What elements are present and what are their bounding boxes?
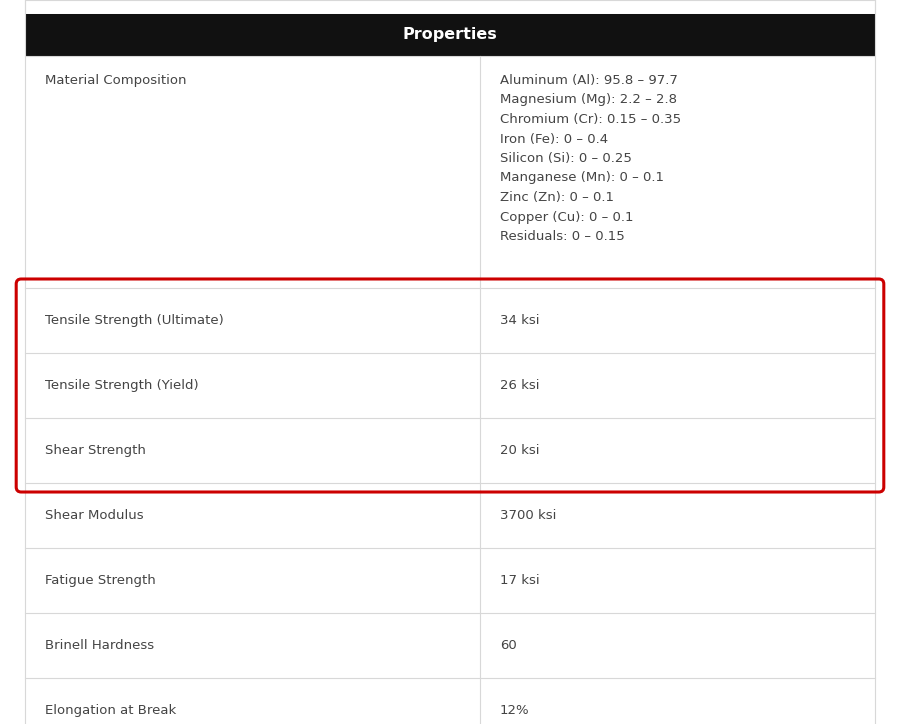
Bar <box>25 548 875 613</box>
Bar <box>25 613 875 678</box>
Text: Fatigue Strength: Fatigue Strength <box>45 574 156 587</box>
Text: Elongation at Break: Elongation at Break <box>45 704 176 717</box>
Text: Tensile Strength (Yield): Tensile Strength (Yield) <box>45 379 199 392</box>
Bar <box>25 353 875 418</box>
Text: Tensile Strength (Ultimate): Tensile Strength (Ultimate) <box>45 314 224 327</box>
Bar <box>25 678 875 724</box>
Text: 26 ksi: 26 ksi <box>500 379 539 392</box>
Text: 60: 60 <box>500 639 517 652</box>
Text: 17 ksi: 17 ksi <box>500 574 539 587</box>
Text: Aluminum (Al): 95.8 – 97.7
Magnesium (Mg): 2.2 – 2.8
Chromium (Cr): 0.15 – 0.35
: Aluminum (Al): 95.8 – 97.7 Magnesium (Mg… <box>500 74 681 243</box>
Text: 34 ksi: 34 ksi <box>500 314 539 327</box>
Bar <box>25 0 875 14</box>
Text: Properties: Properties <box>402 28 498 43</box>
Bar <box>25 418 875 483</box>
Text: 20 ksi: 20 ksi <box>500 444 539 457</box>
Bar <box>25 483 875 548</box>
Bar <box>25 56 875 288</box>
Text: Brinell Hardness: Brinell Hardness <box>45 639 154 652</box>
Bar <box>25 14 875 56</box>
Text: Shear Strength: Shear Strength <box>45 444 146 457</box>
Bar <box>25 288 875 353</box>
Text: 12%: 12% <box>500 704 529 717</box>
Text: Material Composition: Material Composition <box>45 74 186 87</box>
Text: Shear Modulus: Shear Modulus <box>45 509 144 522</box>
Text: 3700 ksi: 3700 ksi <box>500 509 556 522</box>
